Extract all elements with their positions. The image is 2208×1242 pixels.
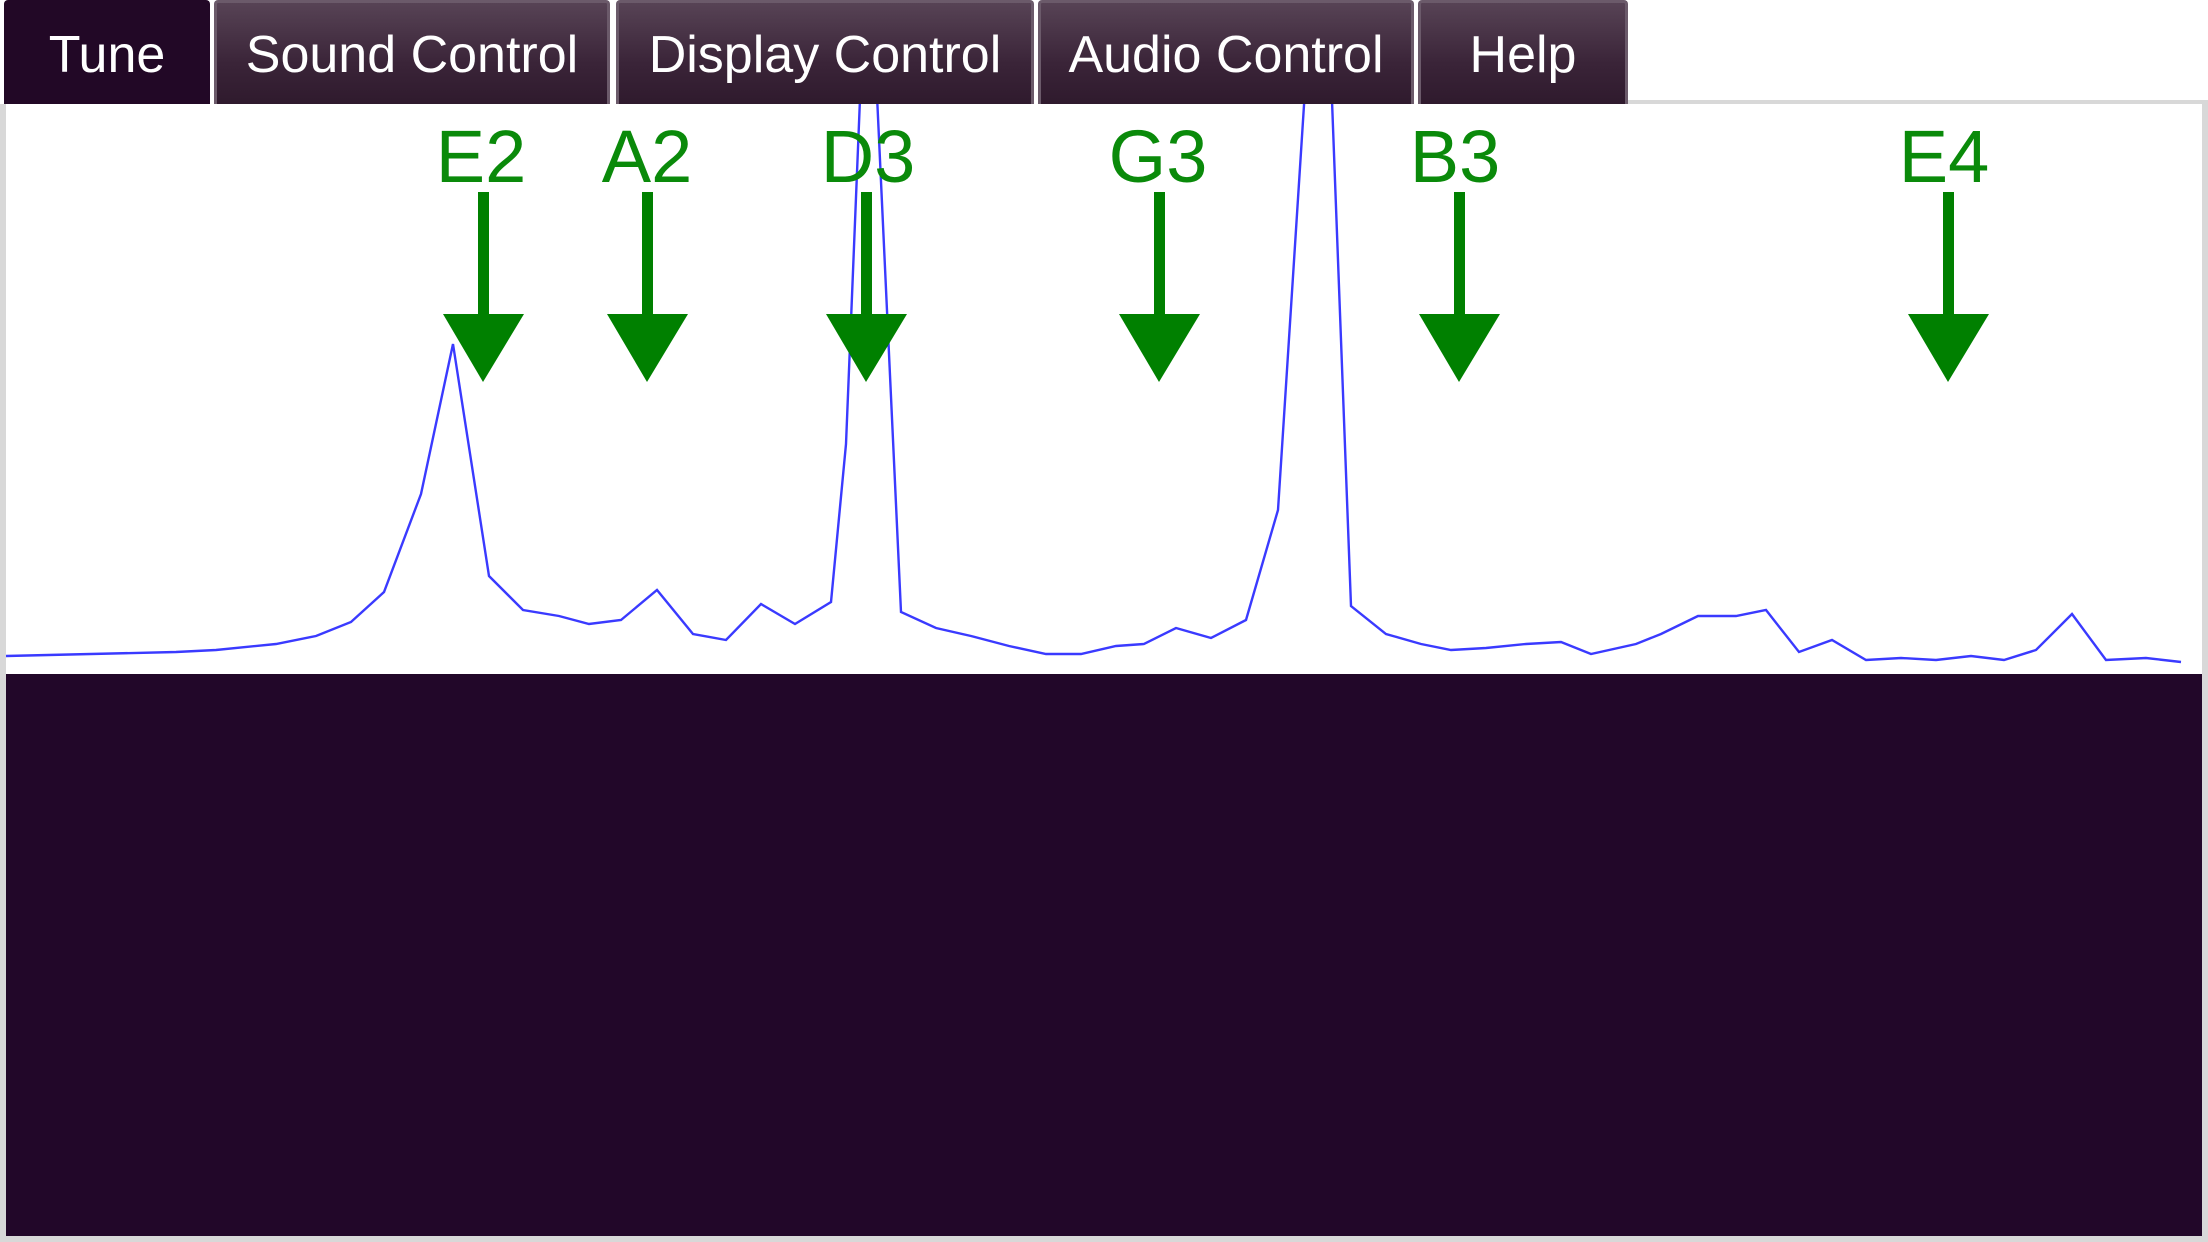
marker-g3: G3 xyxy=(1109,115,1208,382)
marker-e2-shaft xyxy=(478,192,489,314)
dark-display-panel xyxy=(6,674,2202,1236)
tab-audio-control[interactable]: Audio Control xyxy=(1038,0,1414,104)
tab-display-control[interactable]: Display Control xyxy=(616,0,1034,104)
marker-e2: E2 xyxy=(436,115,527,382)
marker-b3: B3 xyxy=(1410,115,1501,382)
window-bottom-edge xyxy=(0,1236,2208,1242)
marker-a2-shaft xyxy=(642,192,653,314)
marker-d3: D3 xyxy=(821,115,916,382)
marker-d3-arrow-icon xyxy=(826,314,907,382)
window-right-edge xyxy=(2202,104,2208,1242)
spectrum-svg: E2 A2 D3 G3 B3 xyxy=(6,104,2182,664)
marker-g3-arrow-icon xyxy=(1119,314,1200,382)
marker-e4-shaft xyxy=(1943,192,1954,314)
marker-e2-label: E2 xyxy=(436,115,527,198)
tab-bar-divider xyxy=(1628,100,2208,104)
tab-tune[interactable]: Tune xyxy=(4,0,210,104)
marker-g3-label: G3 xyxy=(1109,115,1208,198)
tab-sound-control[interactable]: Sound Control xyxy=(214,0,610,104)
spectrum-trace xyxy=(6,104,2182,664)
marker-a2-arrow-icon xyxy=(607,314,688,382)
tab-help-label: Help xyxy=(1469,26,1577,84)
tab-audio-control-label: Audio Control xyxy=(1068,26,1384,84)
tab-bar: Tune Sound Control Display Control Audio… xyxy=(0,0,2208,104)
tab-tune-label: Tune xyxy=(48,26,166,84)
marker-b3-arrow-icon xyxy=(1419,314,1500,382)
spectrum-display: E2 A2 D3 G3 B3 xyxy=(6,104,2202,674)
tab-help[interactable]: Help xyxy=(1418,0,1628,104)
tab-sound-control-label: Sound Control xyxy=(245,26,579,84)
marker-g3-shaft xyxy=(1154,192,1165,314)
marker-e2-arrow-icon xyxy=(443,314,524,382)
marker-e4-label: E4 xyxy=(1899,115,1990,198)
marker-e4-arrow-icon xyxy=(1908,314,1989,382)
marker-d3-shaft xyxy=(861,192,872,314)
marker-a2: A2 xyxy=(602,115,693,382)
marker-d3-label: D3 xyxy=(821,115,916,198)
marker-b3-label: B3 xyxy=(1410,115,1501,198)
window-left-edge xyxy=(0,104,6,1242)
marker-a2-label: A2 xyxy=(602,115,693,198)
marker-b3-shaft xyxy=(1454,192,1465,314)
marker-e4: E4 xyxy=(1899,115,1990,382)
tab-display-control-label: Display Control xyxy=(648,26,1002,84)
